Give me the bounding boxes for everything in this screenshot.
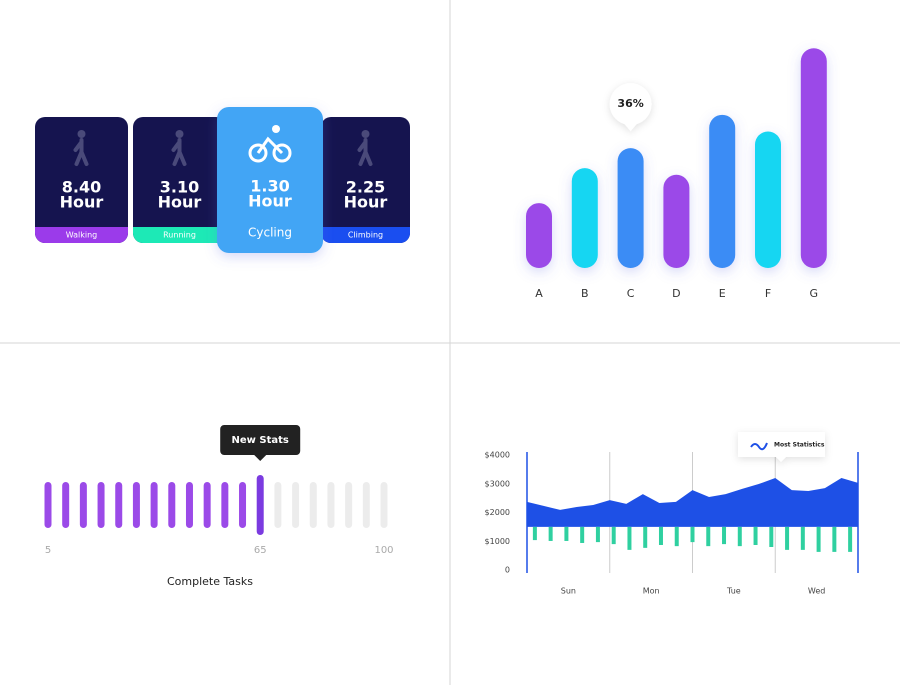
bar bbox=[663, 174, 690, 268]
x-tick-label: Tue bbox=[726, 587, 741, 596]
task-bar bbox=[150, 482, 158, 528]
task-bar bbox=[239, 482, 247, 528]
icon-body bbox=[73, 138, 89, 166]
x-tick-label: F bbox=[765, 287, 771, 300]
task-bar bbox=[274, 482, 282, 528]
card-strip bbox=[35, 227, 128, 243]
task-bar bbox=[132, 482, 140, 528]
bar bbox=[709, 114, 736, 268]
y-tick-label: $1000 bbox=[485, 537, 510, 546]
activity-label: Running bbox=[163, 231, 196, 240]
task-bar bbox=[97, 482, 105, 528]
task-bar bbox=[292, 482, 300, 528]
area bbox=[527, 478, 858, 527]
y-tick-label: $3000 bbox=[485, 479, 510, 488]
task-bar bbox=[115, 482, 123, 528]
x-tick-label: A bbox=[535, 287, 543, 300]
icon-frame bbox=[256, 136, 284, 155]
y-tick-label: $2000 bbox=[485, 508, 510, 517]
task-bar bbox=[185, 482, 193, 528]
task-bar bbox=[345, 482, 353, 528]
y-tick-label: 0 bbox=[505, 566, 510, 575]
card-body bbox=[321, 117, 410, 243]
task-bar bbox=[203, 482, 211, 528]
tooltip-text: Most Statistics bbox=[774, 442, 825, 449]
x-tick-label: 65 bbox=[254, 545, 267, 556]
activity-value: 1.30 bbox=[250, 177, 289, 196]
icon-body bbox=[171, 138, 187, 166]
value-label: 36% bbox=[617, 97, 643, 110]
icon-wheel bbox=[248, 143, 268, 163]
card-bg bbox=[217, 107, 323, 253]
activity-unit: Hour bbox=[158, 193, 202, 212]
x-tick-label: C bbox=[627, 287, 635, 300]
icon-head bbox=[77, 130, 86, 138]
card-strip bbox=[133, 227, 226, 243]
x-tick-label: Mon bbox=[643, 587, 660, 596]
card-strip bbox=[321, 227, 410, 243]
activity-value: 8.40 bbox=[62, 178, 101, 197]
chart-title: Complete Tasks bbox=[167, 575, 253, 588]
tooltip-bubble bbox=[609, 83, 652, 132]
activity-unit: Hour bbox=[60, 193, 104, 212]
icon-head bbox=[175, 130, 184, 138]
x-tick-label: G bbox=[810, 287, 819, 300]
tooltip-icon bbox=[750, 442, 768, 451]
x-tick-label: 5 bbox=[45, 545, 51, 556]
tooltip-box bbox=[738, 432, 825, 462]
y-tick-label: $4000 bbox=[485, 451, 510, 460]
x-tick-label: B bbox=[581, 287, 589, 300]
activity-value: 2.25 bbox=[346, 178, 385, 197]
tooltip-text: New Stats bbox=[232, 435, 289, 446]
task-bar bbox=[79, 482, 87, 528]
bar bbox=[617, 148, 644, 268]
task-bar bbox=[221, 482, 229, 528]
card-body bbox=[133, 117, 226, 243]
icon-wheel bbox=[272, 143, 292, 163]
bar bbox=[571, 168, 598, 268]
x-tick-label: 100 bbox=[374, 545, 393, 556]
icon-head bbox=[361, 130, 370, 138]
activity-label: Walking bbox=[66, 231, 98, 240]
tooltip-box bbox=[220, 425, 301, 461]
activity-unit: Hour bbox=[344, 193, 388, 212]
task-bar bbox=[380, 482, 388, 528]
activity-label: Climbing bbox=[348, 231, 383, 240]
x-tick-label: Sun bbox=[561, 587, 576, 596]
bar bbox=[526, 203, 552, 268]
bar bbox=[755, 131, 781, 268]
activity-label: Cycling bbox=[248, 226, 292, 240]
activity-unit: Hour bbox=[248, 192, 292, 211]
task-bar bbox=[44, 482, 52, 528]
x-tick-label: D bbox=[672, 287, 680, 300]
task-bar bbox=[362, 482, 370, 528]
x-tick-label: Wed bbox=[808, 587, 825, 596]
x-tick-label: E bbox=[719, 287, 726, 300]
task-bar bbox=[62, 482, 70, 528]
task-bar bbox=[309, 482, 317, 528]
task-bar bbox=[168, 482, 176, 528]
icon-head bbox=[272, 125, 280, 133]
task-bar-current bbox=[256, 475, 264, 535]
bar bbox=[800, 48, 827, 268]
task-bar bbox=[327, 482, 335, 528]
icon-body bbox=[357, 138, 373, 166]
activity-value: 3.10 bbox=[160, 178, 199, 197]
